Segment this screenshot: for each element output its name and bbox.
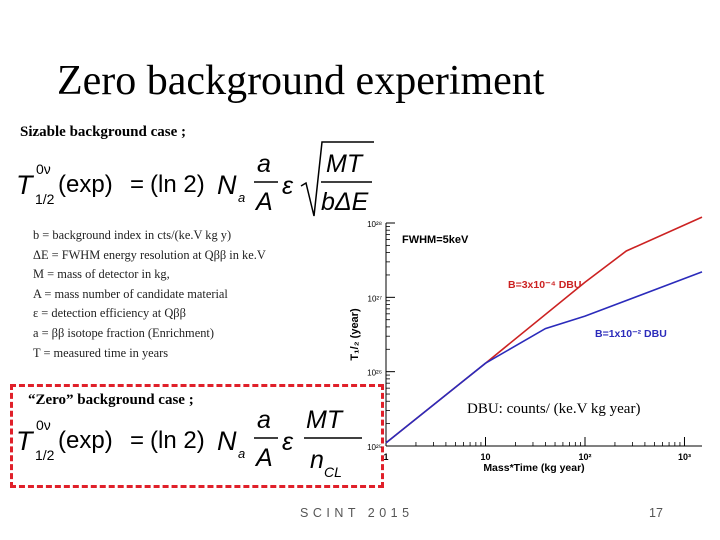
zero-background-label: “Zero” background case ;: [28, 392, 194, 408]
x-tick-label: 10³: [678, 452, 691, 462]
formula1-sup: 0ν: [36, 161, 51, 177]
x-tick-label: 10: [480, 452, 490, 462]
formula2-eq: =: [130, 427, 144, 454]
formula2-frac2-den-sub: CL: [324, 464, 342, 480]
series-label-0: B=3x10⁻⁴ DBU: [508, 279, 581, 291]
formula1-sqrt-num: MT: [326, 150, 364, 178]
formula2-eps: ε: [282, 428, 294, 456]
fwhm-annotation: FWHM=5keV: [402, 234, 469, 246]
formula2-ln: (ln 2): [150, 427, 205, 454]
definition-line: M = mass of detector in kg,: [33, 267, 170, 282]
definition-line: A = mass number of candidate material: [33, 286, 228, 301]
formula2-frac2-num: MT: [306, 406, 344, 434]
zero-background-highlight-box: [10, 384, 384, 488]
series-line-1: [385, 271, 703, 444]
definition-line: ε = detection efficiency at Qββ: [33, 306, 186, 321]
definition-line: T = measured time in years: [33, 345, 169, 360]
formula1-sqrt-sign: [300, 141, 374, 217]
formula1-frac-num: a: [257, 150, 271, 178]
halflife-sensitivity-chart: 10²⁵ 10²⁶ 10²⁷ 10²⁸ 1 10 10² 10³ Mass*Time (kg y…: [349, 216, 703, 474]
footer-conference: SCINT 2015: [300, 506, 414, 520]
formula1-frac-den: A: [254, 188, 273, 216]
formula2-frac2-den: n: [310, 446, 324, 474]
definition-line: a = ββ isotope fraction (Enrichment): [33, 325, 214, 340]
sizable-background-formula: T 0ν 1/2 (exp) = (ln 2) N a a A ε MT bΔE: [16, 141, 374, 217]
definition-line: ΔE = FWHM energy resolution at Qββ in ke…: [33, 247, 266, 262]
y-tick-label: 10²⁷: [368, 294, 383, 303]
y-tick-label: 10²⁶: [367, 369, 382, 378]
formula1-sub: 1/2: [35, 191, 55, 207]
slide-title: Zero background experiment: [57, 58, 545, 104]
series-label-1: B=1x10⁻² DBU: [595, 328, 667, 340]
formula2-Nsub: a: [238, 446, 245, 461]
formula2-frac-num: a: [257, 406, 271, 434]
formula1-exp: (exp): [58, 171, 113, 198]
dbu-unit-note: DBU: counts/ (ke.V kg year): [467, 401, 641, 417]
parameter-definitions: b = background index in cts/(ke.V kg y) Δ…: [33, 226, 266, 363]
y-tick-label: 10²⁵: [367, 443, 382, 452]
formula1-sqrt-den: bΔE: [321, 188, 369, 216]
formula2-T: T: [16, 426, 35, 456]
x-tick-label: 10²: [578, 452, 591, 462]
y-axis-label: T₁/₂ (year): [349, 308, 361, 361]
sizable-background-label: Sizable background case ;: [20, 124, 186, 140]
formula2-sup: 0ν: [36, 417, 51, 433]
formula2-frac-den: A: [254, 444, 273, 472]
formula1-ln: (ln 2): [150, 171, 205, 198]
formula2-sub: 1/2: [35, 447, 55, 463]
formula2-exp: (exp): [58, 427, 113, 454]
formula2-N: N: [217, 426, 237, 456]
x-tick-label: 1: [383, 452, 388, 462]
formula1-N: N: [217, 170, 237, 200]
formula1-eps: ε: [282, 172, 294, 200]
x-axis-label: Mass*Time (kg year): [483, 462, 584, 474]
definition-line: b = background index in cts/(ke.V kg y): [33, 228, 232, 242]
page-number: 17: [649, 506, 663, 520]
formula1-eq: =: [130, 171, 144, 198]
formula1-T: T: [16, 170, 35, 200]
formula1-Nsub: a: [238, 190, 245, 205]
y-tick-label: 10²⁸: [367, 220, 382, 229]
zero-background-formula: T 0ν 1/2 (exp) = (ln 2) N a a A ε MT n C…: [16, 406, 362, 480]
